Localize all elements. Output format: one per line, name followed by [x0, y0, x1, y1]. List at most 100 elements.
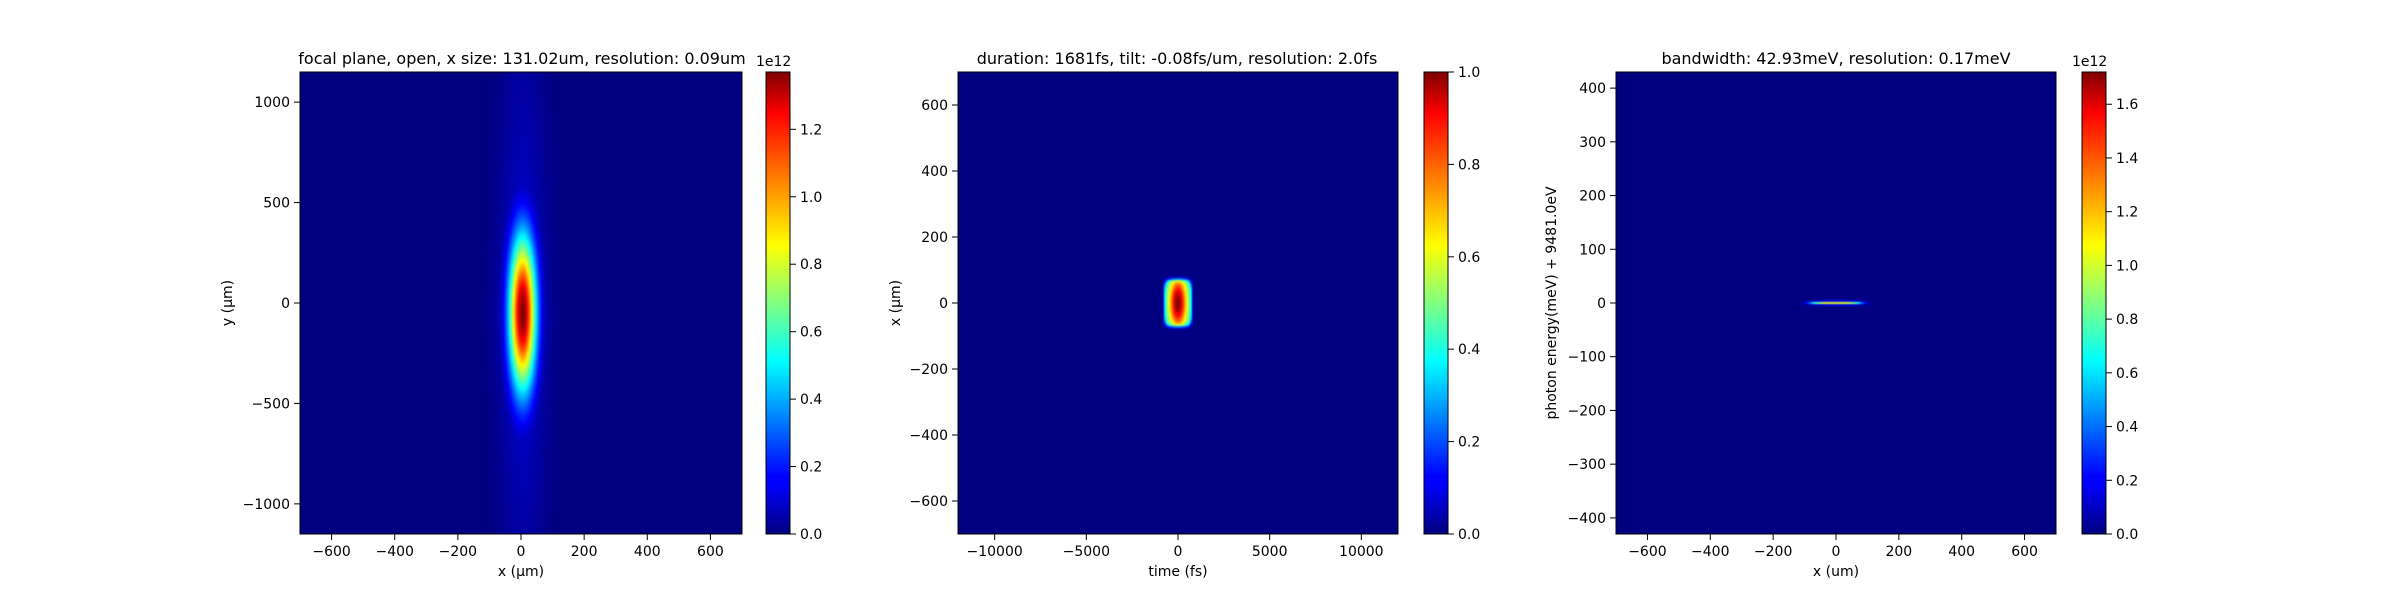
svg-text:600: 600	[921, 98, 948, 114]
panel1-colorbar-offset: 1e12	[756, 54, 791, 70]
panel3-xtick: 200	[1885, 534, 1912, 560]
panel1-colorbar-tick: 0.8	[790, 257, 822, 273]
panel1-colorbar-tick: 0.4	[790, 392, 822, 408]
svg-text:−600: −600	[312, 544, 350, 560]
panel3-colorbar-tick: 0.0	[2106, 527, 2138, 543]
panel1-ytick: 500	[263, 196, 300, 212]
panel2-colorbar-tick: 0.4	[1448, 342, 1480, 358]
svg-text:600: 600	[2011, 544, 2038, 560]
panel1-xtick: 0	[517, 534, 526, 560]
panel2-ytick: −200	[910, 362, 958, 378]
panel2-xtick: −5000	[1063, 534, 1110, 560]
panel2-colorbar-tick: 0.2	[1448, 435, 1480, 451]
panel1-colorbar-tick: 1.2	[790, 122, 822, 138]
svg-text:−10000: −10000	[967, 544, 1023, 560]
svg-text:−500: −500	[252, 396, 290, 412]
panel2-colorbar-tick: 0.6	[1448, 250, 1480, 266]
svg-text:0: 0	[1832, 544, 1841, 560]
panel-duration: duration: 1681fs, tilt: -0.08fs/um, reso…	[888, 49, 1480, 580]
svg-text:0.2: 0.2	[800, 460, 822, 476]
svg-text:400: 400	[634, 544, 661, 560]
svg-text:200: 200	[921, 230, 948, 246]
panel1-xtick: 400	[634, 534, 661, 560]
panel3-heatmap	[1616, 72, 2056, 534]
panel3-xtick: 400	[1948, 534, 1975, 560]
panel3-xlabel: x (um)	[1813, 564, 1859, 580]
panel2-colorbar-tick: 0.0	[1448, 527, 1480, 543]
svg-text:1.0: 1.0	[800, 190, 822, 206]
panel3-ytick: −300	[1568, 457, 1616, 473]
svg-text:0.4: 0.4	[1458, 342, 1480, 358]
panel2-ylabel: x (μm)	[888, 280, 904, 326]
panel3-colorbar-tick: 0.6	[2106, 366, 2138, 382]
svg-text:1.4: 1.4	[2116, 151, 2138, 167]
panel2-ytick: 400	[921, 164, 958, 180]
panel3-colorbar-tick: 1.4	[2106, 151, 2138, 167]
panel1-colorbar-tick: 0.2	[790, 460, 822, 476]
panel1-ytick: 0	[281, 296, 300, 312]
svg-text:0.2: 0.2	[2116, 473, 2138, 489]
panel1-xtick: −400	[375, 534, 414, 560]
svg-text:−200: −200	[1568, 403, 1606, 419]
panel2-ytick: −400	[910, 428, 958, 444]
svg-text:−1000: −1000	[243, 497, 290, 513]
panel1-colorbar-tick: 0.0	[790, 527, 822, 543]
panel2-ytick: 600	[921, 98, 958, 114]
panel3-ytick: −100	[1568, 350, 1616, 366]
svg-text:1.2: 1.2	[800, 122, 822, 138]
svg-text:100: 100	[1579, 242, 1606, 258]
svg-text:200: 200	[1579, 189, 1606, 205]
panel3-ytick: −400	[1568, 511, 1616, 527]
panel1-xtick: 200	[571, 534, 598, 560]
svg-text:0.0: 0.0	[1458, 527, 1480, 543]
panel1-xtick: 600	[697, 534, 724, 560]
panel1-colorbar-gradient	[765, 71, 791, 535]
panel3-ylabel: photon energy(meV) + 9481.0eV	[1544, 186, 1560, 419]
panel3-ytick: 300	[1579, 135, 1616, 151]
panel3-colorbar-gradient	[2081, 71, 2107, 535]
panel2-xtick: −10000	[967, 534, 1023, 560]
svg-text:−400: −400	[375, 544, 413, 560]
panel2-xlabel: time (fs)	[1148, 564, 1207, 580]
panel3-xtick: 0	[1832, 534, 1841, 560]
panel3-colorbar-tick: 1.0	[2106, 258, 2138, 274]
panel2-xtick: 5000	[1252, 534, 1288, 560]
svg-text:5000: 5000	[1252, 544, 1288, 560]
panel3-ytick: 400	[1579, 81, 1616, 97]
svg-text:0: 0	[1174, 544, 1183, 560]
panel2-heatmap	[958, 72, 1398, 534]
panel3-xtick: −200	[1754, 534, 1792, 560]
panel2-title: duration: 1681fs, tilt: -0.08fs/um, reso…	[977, 49, 1378, 68]
panel2-xtick: 10000	[1339, 534, 1384, 560]
panel3-colorbar-offset: 1e12	[2072, 54, 2107, 70]
panel3-ytick: 200	[1579, 189, 1616, 205]
svg-text:200: 200	[571, 544, 598, 560]
panel1-colorbar: 0.0 0.2 0.4 0.6 0.8 1.0 1.2 1e12	[756, 54, 822, 543]
svg-text:0.6: 0.6	[2116, 366, 2138, 382]
svg-text:200: 200	[1885, 544, 1912, 560]
panel2-xtick: 0	[1174, 534, 1183, 560]
svg-text:400: 400	[1579, 81, 1606, 97]
panel3-colorbar-tick: 1.6	[2106, 97, 2138, 113]
panel1-colorbar-tick: 1.0	[790, 190, 822, 206]
panel-focal-plane: focal plane, open, x size: 131.02um, res…	[220, 49, 822, 580]
panel3-colorbar-tick: 0.4	[2106, 420, 2138, 436]
svg-text:−300: −300	[1568, 457, 1606, 473]
svg-text:0.8: 0.8	[1458, 157, 1480, 173]
panel3-title: bandwidth: 42.93meV, resolution: 0.17meV	[1661, 49, 2010, 68]
svg-text:0.0: 0.0	[2116, 527, 2138, 543]
svg-text:0: 0	[517, 544, 526, 560]
panel-bandwidth: bandwidth: 42.93meV, resolution: 0.17meV…	[1544, 49, 2138, 580]
svg-text:400: 400	[1948, 544, 1975, 560]
svg-text:300: 300	[1579, 135, 1606, 151]
panel1-title: focal plane, open, x size: 131.02um, res…	[298, 49, 745, 68]
panel3-colorbar-tick: 0.8	[2106, 312, 2138, 328]
panel3-xtick: 600	[2011, 534, 2038, 560]
svg-text:600: 600	[697, 544, 724, 560]
panel1-ytick: −1000	[243, 497, 300, 513]
panel1-xlabel: x (μm)	[498, 564, 544, 580]
panel1-heatmap	[300, 72, 742, 534]
svg-text:0: 0	[1597, 296, 1606, 312]
svg-text:−5000: −5000	[1063, 544, 1110, 560]
